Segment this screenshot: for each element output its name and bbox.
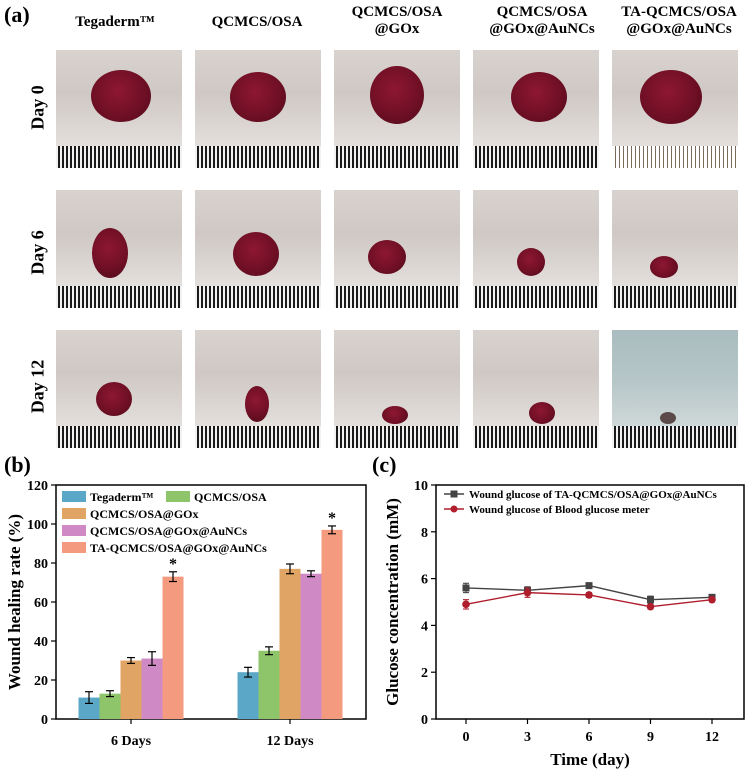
wound-photo: [612, 190, 738, 308]
y-tick-label: 2: [421, 666, 428, 681]
x-tick-label: 12: [705, 730, 719, 745]
legend-swatch: [62, 525, 86, 536]
x-axis-label: Time (day): [550, 750, 630, 769]
y-tick-label: 80: [34, 557, 48, 572]
wound-photo: [334, 50, 460, 168]
y-axis-label: Wound healing rate (%): [5, 514, 24, 690]
legend-label: TA-QCMCS/OSA@GOx@AuNCs: [90, 541, 267, 555]
panel-c-label: (c): [372, 452, 397, 477]
legend-label: Wound glucose of Blood glucose meter: [469, 504, 650, 516]
data-point: [646, 602, 655, 611]
wound-photo: [195, 190, 321, 308]
x-tick-label: 12 Days: [266, 734, 314, 749]
row-label-day-12: Day 12: [27, 359, 48, 414]
data-point: [462, 584, 470, 592]
significance-marker: *: [328, 510, 336, 527]
panel-a-label: (a): [4, 2, 30, 27]
data-point: [523, 588, 532, 597]
y-tick-label: 20: [34, 674, 48, 689]
wound-photo: [612, 50, 738, 168]
bar: [78, 697, 100, 719]
plot-frame: [435, 484, 745, 720]
y-tick-label: 40: [34, 635, 48, 650]
data-point: [462, 600, 470, 609]
y-tick-label: 4: [421, 619, 428, 634]
y-tick-label: 10: [414, 479, 428, 494]
data-point: [585, 591, 593, 599]
wound-photo: [473, 50, 599, 168]
row-label-day-0: Day 0: [27, 85, 48, 130]
significance-marker: *: [169, 556, 177, 573]
wound-photo: [56, 330, 182, 448]
legend-label: Wound glucose of TA-QCMCS/OSA@GOx@AuNCs: [469, 489, 717, 501]
y-tick-label: 0: [41, 713, 48, 728]
x-tick-label: 3: [524, 730, 531, 745]
column-header-qcmcs-osa-gox-auncs: QCMCS/OSA @GOx@AuNCs: [489, 4, 595, 37]
x-tick-label: 0: [463, 730, 470, 745]
wound-healing-bar-chart: 0 20 40 60 80 100 120 Wound healing rate (%) 6 D…: [5, 479, 367, 749]
legend-marker: [450, 490, 458, 498]
legend-swatch: [62, 542, 86, 553]
y-axis-label: Glucose concentration (mM): [383, 498, 402, 706]
legend-swatch: [166, 491, 190, 502]
panel-b-label: (b): [4, 452, 31, 477]
legend-label: QCMCS/OSA@GOx: [90, 507, 199, 521]
legend-label: QCMCS/OSA: [194, 490, 267, 504]
legend-label: Tegaderm™: [90, 490, 154, 504]
y-tick-label: 6: [421, 573, 428, 588]
legend-swatch: [62, 491, 86, 502]
y-tick-label: 120: [27, 479, 48, 494]
bar: [321, 529, 343, 719]
bar: [237, 672, 259, 719]
wound-photo: [473, 330, 599, 448]
bar: [162, 576, 184, 719]
data-point: [647, 596, 654, 604]
x-tick-label: 9: [647, 730, 654, 745]
wound-photo: [473, 190, 599, 308]
legend-label: QCMCS/OSA@GOx@AuNCs: [90, 524, 247, 538]
data-point: [585, 582, 593, 590]
bar: [141, 658, 163, 719]
x-tick-label: 6: [586, 730, 593, 745]
column-header-ta-qcmcs-osa-gox-auncs: TA-QCMCS/OSA @GOx@AuNCs: [621, 4, 737, 37]
glucose-line-chart: 0 2 4 6 8 10 0 3 6 9 12 Time (day) Glucose concentra…: [383, 479, 745, 769]
column-header-tegaderm: Tegaderm™: [75, 14, 155, 30]
wound-photo: [612, 330, 738, 448]
bar: [300, 573, 322, 719]
column-header-qcmcs-osa: QCMCS/OSA: [211, 14, 303, 30]
y-tick-label: 100: [27, 518, 48, 533]
wound-photo: [334, 330, 460, 448]
column-header-qcmcs-osa-gox: QCMCS/OSA @GOx: [351, 4, 443, 37]
wound-photo: [334, 190, 460, 308]
y-tick-label: 8: [421, 526, 428, 541]
bar: [99, 693, 121, 719]
legend-marker: [450, 505, 458, 513]
y-tick-label: 0: [421, 713, 428, 728]
bar: [120, 660, 142, 719]
bar: [258, 650, 280, 719]
wound-photo: [195, 330, 321, 448]
wound-photo: [56, 190, 182, 308]
bar: [279, 568, 301, 719]
wound-photo: [56, 50, 182, 168]
wound-photo: [195, 50, 321, 168]
legend-swatch: [62, 508, 86, 519]
row-label-day-6: Day 6: [27, 230, 48, 275]
y-tick-label: 60: [34, 596, 48, 611]
data-point: [708, 595, 716, 604]
x-tick-label: 6 Days: [111, 734, 152, 749]
